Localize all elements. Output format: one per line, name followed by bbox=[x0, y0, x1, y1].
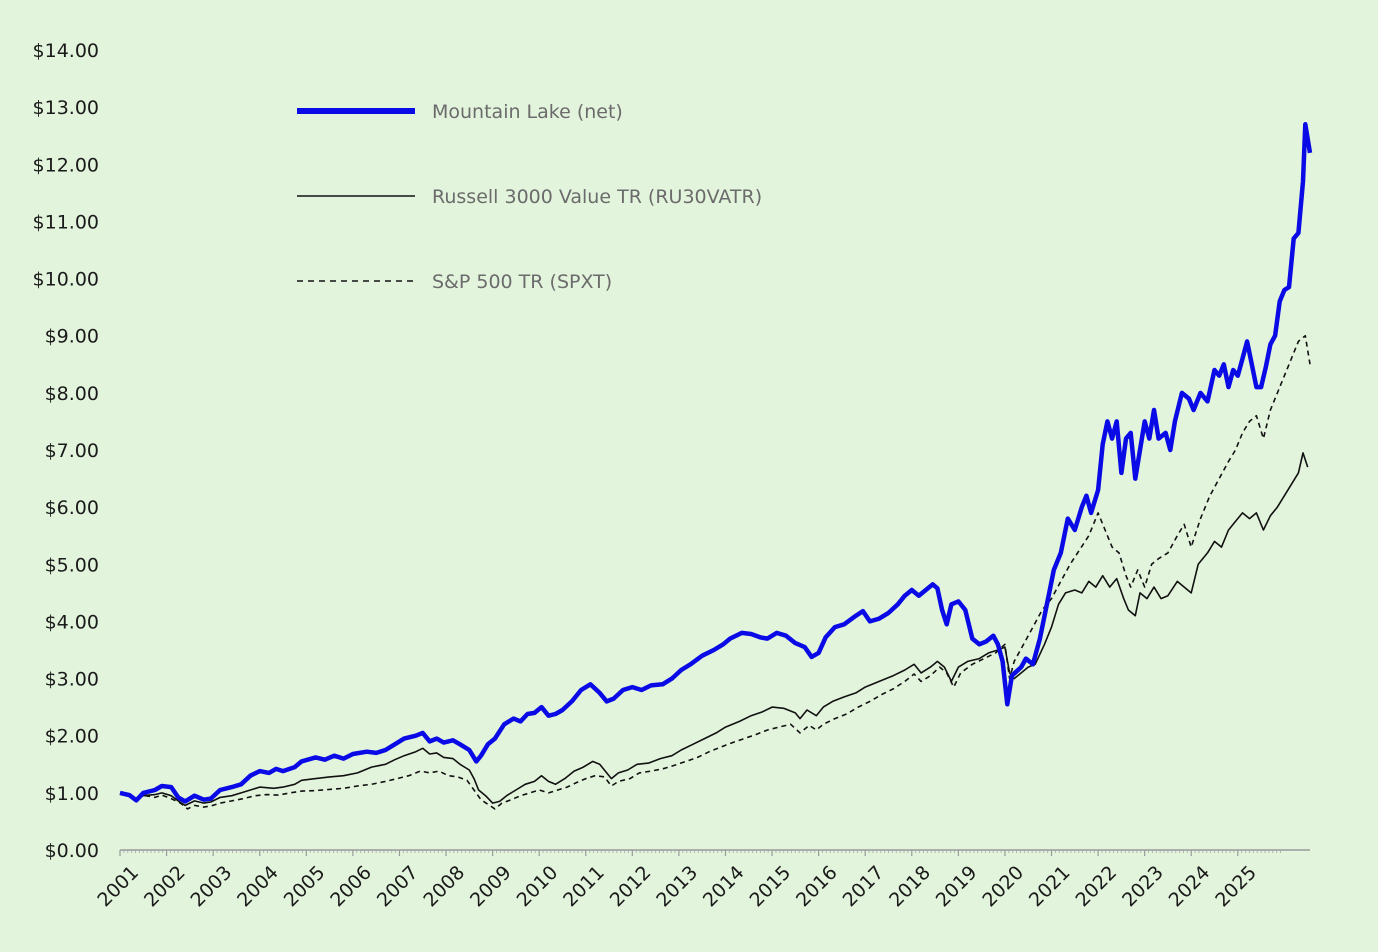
x-tick-label: 2019 bbox=[932, 862, 982, 912]
legend-label-russell: Russell 3000 Value TR (RU30VATR) bbox=[432, 186, 762, 208]
y-tick-label: $0.00 bbox=[45, 840, 99, 862]
y-tick-label: $2.00 bbox=[45, 726, 99, 748]
legend-label-sp500: S&P 500 TR (SPXT) bbox=[432, 271, 612, 293]
x-tick-label: 2013 bbox=[652, 862, 702, 912]
y-tick-label: $13.00 bbox=[33, 97, 99, 119]
x-tick-label: 2024 bbox=[1165, 862, 1215, 912]
series-line-russell-3000-value bbox=[119, 452, 1309, 807]
x-tick-label: 2023 bbox=[1118, 862, 1168, 912]
x-tick-label: 2014 bbox=[699, 862, 749, 912]
y-tick-label: $1.00 bbox=[45, 783, 99, 805]
y-tick-label: $10.00 bbox=[33, 269, 99, 291]
y-tick-label: $9.00 bbox=[45, 326, 99, 348]
y-tick-label: $4.00 bbox=[45, 611, 99, 633]
legend-label-mountain-lake: Mountain Lake (net) bbox=[432, 101, 623, 123]
series-line-mountain-lake bbox=[119, 122, 1313, 804]
y-tick-label: $8.00 bbox=[45, 383, 99, 405]
x-axis-ticks: 2001200220032004200520062007200820092010… bbox=[93, 850, 1282, 912]
x-tick-label: 2025 bbox=[1211, 862, 1261, 912]
x-tick-label: 2004 bbox=[233, 862, 283, 912]
legend: Mountain Lake (net) Russell 3000 Value T… bbox=[297, 101, 762, 293]
x-tick-label: 2015 bbox=[745, 862, 795, 912]
x-tick-label: 2007 bbox=[373, 862, 423, 912]
x-tick-label: 2002 bbox=[140, 862, 190, 912]
y-axis-ticks: $0.00 $1.00 $2.00 $3.00 $4.00 $5.00 $6.00 $7.00… bbox=[33, 40, 99, 862]
x-tick-label: 2005 bbox=[280, 862, 330, 912]
x-tick-label: 2020 bbox=[978, 862, 1028, 912]
y-tick-label: $14.00 bbox=[33, 40, 99, 62]
x-tick-label: 2001 bbox=[93, 862, 143, 912]
y-tick-label: $6.00 bbox=[45, 497, 99, 519]
y-tick-label: $3.00 bbox=[45, 669, 99, 691]
series-line-sp500 bbox=[119, 334, 1311, 810]
y-tick-label: $12.00 bbox=[33, 154, 99, 176]
x-tick-label: 2021 bbox=[1025, 862, 1075, 912]
x-tick-label: 2010 bbox=[513, 862, 563, 912]
x-tick-label: 2008 bbox=[419, 862, 469, 912]
y-tick-label: $7.00 bbox=[45, 440, 99, 462]
x-tick-label: 2016 bbox=[792, 862, 842, 912]
x-tick-label: 2006 bbox=[326, 862, 376, 912]
x-tick-label: 2011 bbox=[559, 862, 609, 912]
x-tick-label: 2003 bbox=[187, 862, 237, 912]
y-tick-label: $11.00 bbox=[33, 211, 99, 233]
x-tick-label: 2017 bbox=[839, 862, 889, 912]
x-tick-label: 2018 bbox=[885, 862, 935, 912]
x-tick-label: 2022 bbox=[1071, 862, 1121, 912]
x-tick-label: 2012 bbox=[606, 862, 656, 912]
y-tick-label: $5.00 bbox=[45, 554, 99, 576]
x-tick-label: 2009 bbox=[466, 862, 516, 912]
series-layer bbox=[119, 122, 1313, 810]
